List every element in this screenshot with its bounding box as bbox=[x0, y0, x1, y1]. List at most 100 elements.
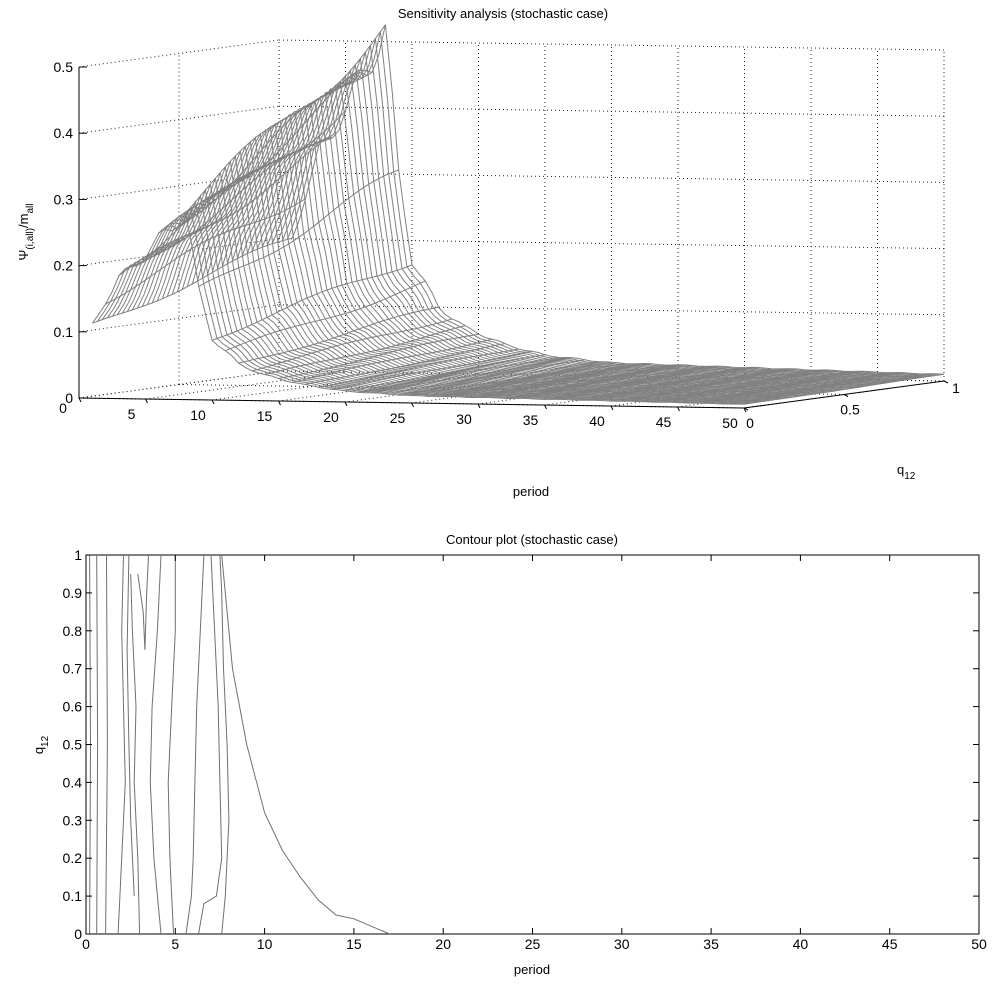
contour-line bbox=[219, 554, 230, 935]
y-tick-label: 1 bbox=[952, 380, 960, 396]
back-wall-gridline bbox=[278, 171, 945, 183]
contour-line bbox=[130, 573, 141, 935]
x-tick-label: 20 bbox=[435, 936, 451, 952]
x-tick-label: 10 bbox=[190, 407, 206, 423]
surface-mesh-line bbox=[491, 364, 692, 399]
surface-mesh-line bbox=[206, 109, 860, 388]
contour-lines bbox=[89, 554, 390, 935]
x-tick-label: 15 bbox=[346, 936, 362, 952]
surface-plot-x-ticks: 0 5 10 15 20 25 30 35 40 45 50 bbox=[59, 397, 747, 431]
surface-mesh-line bbox=[371, 357, 572, 394]
contour-line bbox=[126, 554, 135, 897]
surface-mesh-line bbox=[261, 64, 914, 380]
surface-mesh-line bbox=[743, 373, 945, 405]
x-tick-label: 40 bbox=[793, 936, 809, 952]
surface-mesh-line bbox=[398, 361, 599, 396]
x-tick-mark bbox=[145, 398, 148, 404]
surface-mesh-line bbox=[241, 84, 894, 383]
y-tick-label: 0 bbox=[746, 415, 754, 431]
surface-mesh-line bbox=[331, 350, 532, 390]
contour-plot-x-ticks: 0 5 10 15 20 25 30 35 40 45 50 bbox=[82, 555, 987, 952]
y-tick-label: 0.5 bbox=[840, 402, 860, 418]
contour-line bbox=[167, 555, 176, 935]
surface-mesh-line bbox=[677, 371, 878, 404]
surface-mesh-line bbox=[610, 369, 812, 402]
x-tick-label: 50 bbox=[722, 415, 738, 431]
surface-mesh-line bbox=[238, 306, 439, 364]
surface-mesh-line bbox=[544, 367, 745, 400]
x-tick-mark bbox=[344, 401, 348, 407]
x-tick-label: 40 bbox=[589, 413, 605, 429]
surface-mesh-line bbox=[704, 372, 905, 404]
contour-plot-y-axis-label: q12 bbox=[31, 735, 51, 754]
surface-mesh-line bbox=[451, 363, 652, 397]
surface-mesh-line bbox=[304, 343, 506, 385]
surface-mesh-line bbox=[384, 359, 585, 395]
contour-line bbox=[149, 554, 162, 935]
contour-line bbox=[96, 554, 99, 935]
z-tick-label: 0 bbox=[65, 390, 73, 406]
y-tick-mark bbox=[743, 407, 749, 411]
x-tick-label: 0 bbox=[59, 400, 67, 416]
surface-mesh-line bbox=[411, 361, 612, 396]
surface-mesh-line bbox=[225, 280, 426, 352]
surface-mesh-line bbox=[504, 365, 705, 399]
surface-mesh-line bbox=[730, 373, 931, 405]
contour-line bbox=[185, 554, 205, 935]
x-tick-label: 0 bbox=[82, 936, 90, 952]
floor-gridline bbox=[145, 371, 346, 400]
contour-line bbox=[137, 554, 149, 650]
surface-mesh bbox=[91, 24, 945, 405]
x-tick-label: 30 bbox=[456, 411, 472, 427]
surface-mesh-line bbox=[158, 69, 360, 234]
surface-mesh-line bbox=[291, 338, 492, 383]
y-tick-label: 0.6 bbox=[63, 699, 83, 715]
contour-plot-y-ticks: 0 0.1 0.2 0.3 0.4 0.5 0.6 0.7 0.8 0.9 1 bbox=[63, 547, 979, 942]
surface-mesh-line bbox=[201, 112, 855, 389]
surface-mesh-line bbox=[145, 110, 346, 259]
contour-line bbox=[105, 554, 108, 935]
surface-mesh-line bbox=[251, 74, 904, 381]
x-tick-mark bbox=[610, 405, 614, 411]
surface-plot-grid bbox=[78, 39, 945, 409]
x-tick-label: 5 bbox=[128, 406, 136, 422]
x-tick-mark bbox=[411, 402, 414, 408]
surface-mesh-line bbox=[211, 106, 864, 387]
surface-mesh-line bbox=[105, 198, 306, 305]
z-tick-label: 0.3 bbox=[54, 191, 74, 207]
surface-plot-title: Sensitivity analysis (stochastic case) bbox=[398, 6, 608, 21]
surface-mesh-line bbox=[281, 38, 935, 377]
y-tick-mark bbox=[843, 394, 849, 397]
surface-plot-y-axis-label: q12 bbox=[897, 462, 916, 482]
y-tick-label: 1 bbox=[74, 547, 82, 563]
y-tick-label: 0.5 bbox=[63, 737, 83, 753]
surface-mesh-line bbox=[266, 58, 920, 379]
surface-mesh-line bbox=[637, 370, 838, 402]
x-tick-mark bbox=[78, 397, 82, 403]
contour-line bbox=[117, 554, 126, 935]
y-tick-mark bbox=[943, 380, 949, 384]
contour-plot-panel: Contour plot (stochastic case) 0 5 10 15 20 2… bbox=[31, 532, 987, 977]
surface-mesh-line bbox=[211, 264, 413, 341]
contour-plot-title: Contour plot (stochastic case) bbox=[446, 532, 618, 547]
surface-mesh-line bbox=[344, 354, 546, 392]
surface-mesh-line bbox=[196, 114, 850, 390]
surface-mesh-line bbox=[92, 237, 293, 324]
x-tick-label: 35 bbox=[703, 936, 719, 952]
y-tick-label: 0.7 bbox=[63, 661, 83, 677]
z-tick-label: 0.5 bbox=[54, 59, 74, 75]
surface-mesh-line bbox=[624, 369, 825, 402]
surface-mesh-line bbox=[464, 364, 665, 398]
x-tick-mark bbox=[278, 400, 281, 406]
contour-line bbox=[198, 554, 223, 935]
surface-mesh-line bbox=[251, 318, 453, 372]
surface-mesh-line bbox=[664, 370, 865, 403]
x-tick-label: 50 bbox=[971, 936, 987, 952]
x-tick-label: 15 bbox=[257, 408, 273, 424]
x-tick-mark bbox=[544, 404, 547, 410]
x-tick-label: 25 bbox=[525, 936, 541, 952]
surface-mesh-line bbox=[171, 71, 373, 232]
surface-mesh-line bbox=[690, 372, 891, 404]
surface-mesh-line bbox=[185, 24, 386, 214]
left-wall-gridline bbox=[78, 304, 280, 333]
